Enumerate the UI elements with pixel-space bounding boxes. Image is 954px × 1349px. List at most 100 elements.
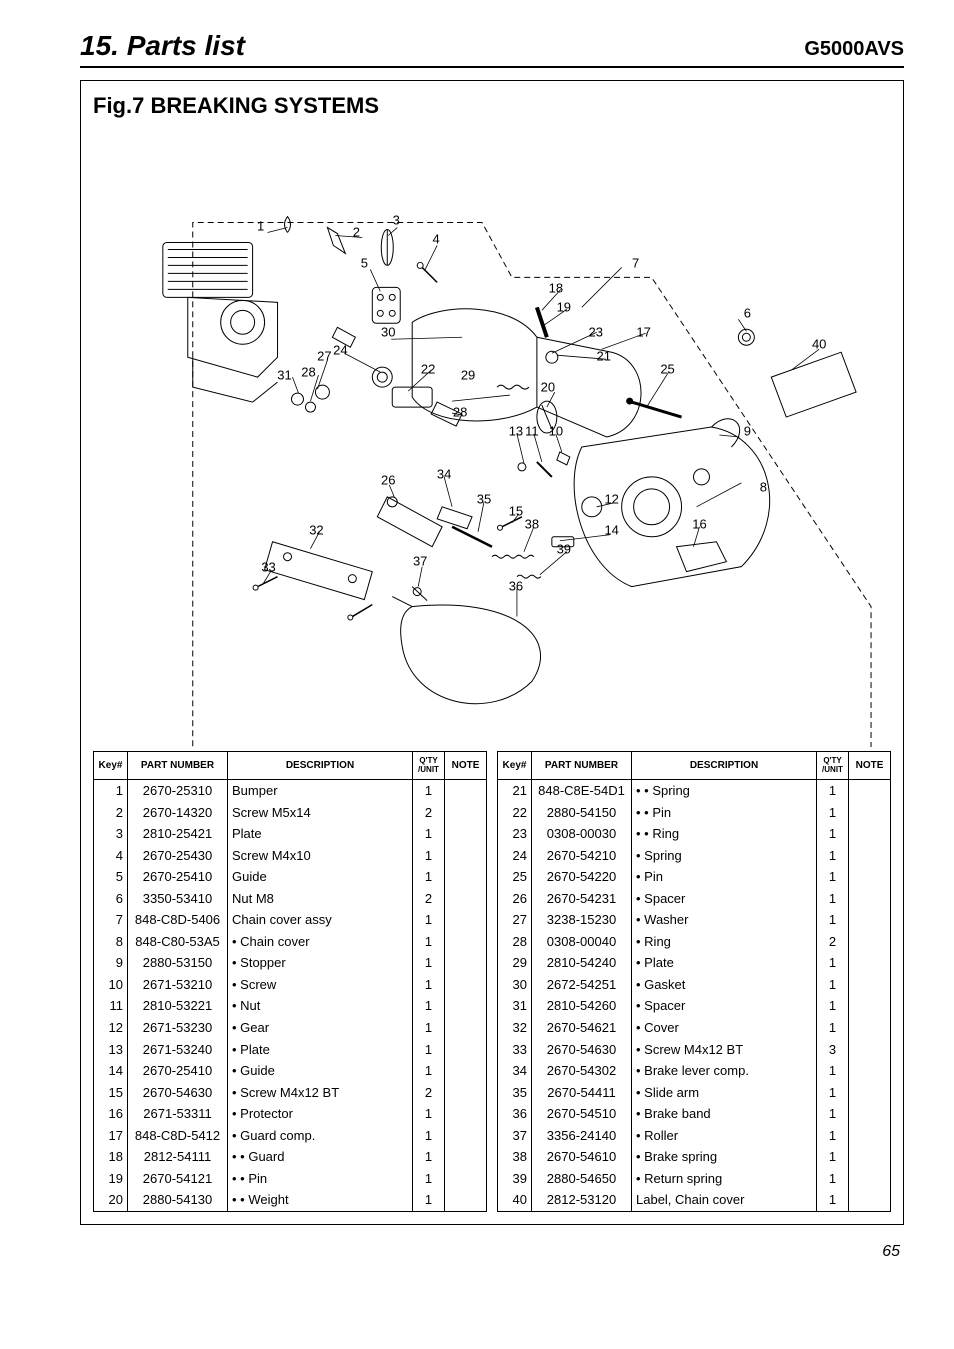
- cell-note: [445, 866, 487, 888]
- table-row: 392880-54650• Return spring1: [498, 1168, 891, 1190]
- cell-note: [445, 1060, 487, 1082]
- cell-note: [849, 1125, 891, 1147]
- diagram-callout: 20: [541, 380, 555, 395]
- cell-pn: 3238-15230: [532, 909, 632, 931]
- cell-qty: 1: [817, 802, 849, 824]
- cell-note: [445, 888, 487, 910]
- cell-key: 39: [498, 1168, 532, 1190]
- cell-pn: 2671-53230: [128, 1017, 228, 1039]
- cell-pn: 2670-54610: [532, 1146, 632, 1168]
- diagram-callout: 32: [309, 523, 323, 538]
- diagram-callout: 39: [557, 541, 571, 556]
- cell-key: 28: [498, 931, 532, 953]
- th-desc: DESCRIPTION: [632, 752, 817, 780]
- diagram-callout: 9: [744, 423, 751, 438]
- cell-note: [445, 1189, 487, 1211]
- section-title: 15. Parts list: [80, 30, 245, 62]
- table-row: 402812-53120Label, Chain cover1: [498, 1189, 891, 1211]
- table-row: 382670-54610• Brake spring1: [498, 1146, 891, 1168]
- th-qty: Q'TY /UNIT: [413, 752, 445, 780]
- diagram-callout: 5: [361, 256, 368, 271]
- cell-key: 17: [94, 1125, 128, 1147]
- cell-pn: 2670-54231: [532, 888, 632, 910]
- table-row: 7848-C8D-5406Chain cover assy1: [94, 909, 487, 931]
- cell-pn: 2812-54111: [128, 1146, 228, 1168]
- cell-desc: • Plate: [632, 952, 817, 974]
- table-row: 302672-54251• Gasket1: [498, 974, 891, 996]
- cell-desc: Chain cover assy: [228, 909, 413, 931]
- cell-qty: 1: [817, 909, 849, 931]
- cell-qty: 1: [413, 823, 445, 845]
- cell-note: [445, 995, 487, 1017]
- parts-table-right: Key# PART NUMBER DESCRIPTION Q'TY /UNIT …: [497, 751, 891, 1212]
- cell-note: [849, 888, 891, 910]
- cell-desc: Guide: [228, 866, 413, 888]
- diagram-callout: 15: [509, 504, 523, 519]
- table-row: 17848-C8D-5412• Guard comp.1: [94, 1125, 487, 1147]
- cell-desc: • Guard comp.: [228, 1125, 413, 1147]
- th-qty: Q'TY /UNIT: [817, 752, 849, 780]
- table-row: 112810-53221• Nut1: [94, 995, 487, 1017]
- cell-desc: • • Pin: [228, 1168, 413, 1190]
- cell-qty: 1: [413, 1189, 445, 1211]
- cell-pn: 2810-53221: [128, 995, 228, 1017]
- cell-key: 23: [498, 823, 532, 845]
- cell-note: [849, 952, 891, 974]
- cell-note: [849, 1082, 891, 1104]
- cell-desc: Nut M8: [228, 888, 413, 910]
- cell-qty: 1: [413, 952, 445, 974]
- diagram-callout: 2: [353, 225, 360, 240]
- diagram-callout: 16: [692, 516, 706, 531]
- diagram-callout: 1: [257, 219, 264, 234]
- cell-note: [445, 909, 487, 931]
- table-row: 102671-53210• Screw1: [94, 974, 487, 996]
- cell-qty: 1: [817, 1103, 849, 1125]
- cell-desc: • Brake band: [632, 1103, 817, 1125]
- cell-key: 11: [94, 995, 128, 1017]
- cell-qty: 1: [817, 1189, 849, 1211]
- cell-qty: 1: [817, 780, 849, 802]
- table-row: 162671-53311• Protector1: [94, 1103, 487, 1125]
- cell-key: 9: [94, 952, 128, 974]
- parts-table-left: Key# PART NUMBER DESCRIPTION Q'TY /UNIT …: [93, 751, 487, 1212]
- th-note: NOTE: [849, 752, 891, 780]
- cell-qty: 1: [817, 845, 849, 867]
- cell-pn: 2670-25430: [128, 845, 228, 867]
- diagram-svg: [93, 127, 891, 747]
- table-row: 202880-54130• • Weight1: [94, 1189, 487, 1211]
- cell-qty: 1: [413, 1017, 445, 1039]
- cell-qty: 1: [413, 866, 445, 888]
- cell-note: [849, 1060, 891, 1082]
- table-row: 230308-00030• • Ring1: [498, 823, 891, 845]
- cell-key: 32: [498, 1017, 532, 1039]
- cell-qty: 3: [817, 1039, 849, 1061]
- cell-pn: 2670-25310: [128, 780, 228, 802]
- cell-desc: • Spacer: [632, 995, 817, 1017]
- table-row: 352670-54411• Slide arm1: [498, 1082, 891, 1104]
- diagram-callout: 19: [557, 299, 571, 314]
- cell-key: 6: [94, 888, 128, 910]
- cell-key: 25: [498, 866, 532, 888]
- table-row: 152670-54630• Screw M4x12 BT2: [94, 1082, 487, 1104]
- cell-key: 34: [498, 1060, 532, 1082]
- diagram-callout: 8: [760, 479, 767, 494]
- cell-qty: 1: [413, 974, 445, 996]
- cell-pn: 0308-00030: [532, 823, 632, 845]
- cell-desc: • Washer: [632, 909, 817, 931]
- cell-note: [445, 1039, 487, 1061]
- cell-key: 14: [94, 1060, 128, 1082]
- cell-key: 26: [498, 888, 532, 910]
- cell-key: 2: [94, 802, 128, 824]
- table-row: 63350-53410Nut M82: [94, 888, 487, 910]
- cell-note: [849, 1103, 891, 1125]
- cell-pn: 2810-54240: [532, 952, 632, 974]
- cell-pn: 2880-54130: [128, 1189, 228, 1211]
- cell-desc: • Spring: [632, 845, 817, 867]
- figure-frame: Fig.7 BREAKING SYSTEMS: [80, 80, 904, 1225]
- cell-desc: • Stopper: [228, 952, 413, 974]
- cell-pn: 2670-54121: [128, 1168, 228, 1190]
- cell-note: [849, 974, 891, 996]
- cell-key: 1: [94, 780, 128, 802]
- cell-note: [445, 931, 487, 953]
- th-key: Key#: [498, 752, 532, 780]
